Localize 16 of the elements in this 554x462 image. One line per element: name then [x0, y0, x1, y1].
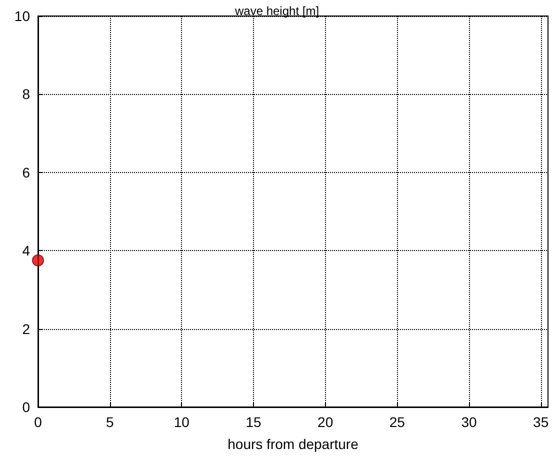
x-tick-label: 5	[106, 414, 114, 430]
x-tick-label: 35	[533, 414, 549, 430]
y-tick-label: 6	[22, 164, 30, 180]
y-tick-label: 0	[22, 399, 30, 415]
y-tick-label: 8	[22, 86, 30, 102]
x-tick-label: 0	[34, 414, 42, 430]
chart-title: wave height [m]	[234, 4, 320, 18]
x-axis-title: hours from departure	[228, 436, 359, 452]
x-tick-label: 30	[461, 414, 477, 430]
x-tick-label: 10	[174, 414, 190, 430]
y-tick-label: 10	[14, 8, 30, 24]
x-tick-label: 20	[318, 414, 334, 430]
x-tick-label: 15	[246, 414, 262, 430]
y-tick-label: 2	[22, 320, 30, 337]
y-tick-label: 4	[22, 242, 30, 259]
x-tick-label: 25	[389, 414, 406, 430]
